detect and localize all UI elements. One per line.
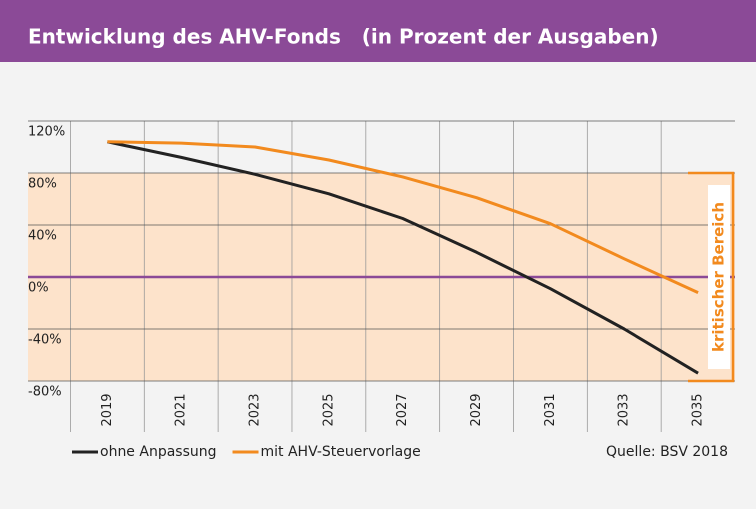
critical-label: kritischer Bereich — [710, 202, 728, 352]
x-tick-label: 2021 — [174, 393, 189, 426]
y-tick-label: 80% — [28, 177, 57, 192]
x-tick-label: 2035 — [691, 393, 706, 426]
series-line — [107, 140, 699, 375]
source: Quelle: BSV 2018 — [606, 444, 728, 460]
x-tick-label: 2023 — [248, 393, 263, 426]
title-bar — [0, 0, 756, 62]
legend-label: mit AHV-Steuervorlage — [261, 444, 421, 460]
chart-title: Entwicklung des AHV-Fonds (in Prozent de… — [28, 25, 659, 49]
x-tick-label: 2027 — [395, 393, 410, 426]
legend-label: ohne Anpassung — [100, 444, 217, 460]
x-tick-label: 2029 — [469, 393, 484, 426]
series-line — [107, 140, 699, 294]
critical-bracket — [688, 171, 735, 383]
x-tick-label: 2031 — [543, 393, 558, 426]
x-tick-label: 2033 — [617, 393, 632, 426]
y-tick-label: 120% — [28, 125, 65, 140]
y-tick-label: 40% — [28, 229, 57, 244]
critical-label-bg — [708, 185, 730, 369]
y-tick-label: -80% — [28, 385, 62, 400]
y-tick-label: -40% — [28, 333, 62, 348]
x-tick-label: 2025 — [321, 393, 336, 426]
y-tick-label: 0% — [28, 281, 49, 296]
x-tick-label: 2019 — [100, 393, 115, 426]
